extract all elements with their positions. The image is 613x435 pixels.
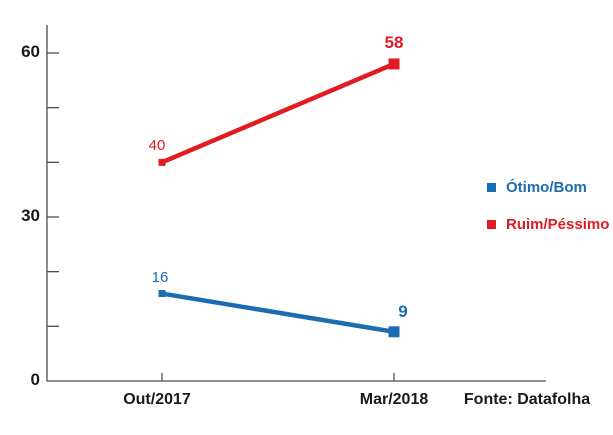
y-axis-tick-label-60: 60 <box>21 42 40 61</box>
legend-label-otimo-bom: Ótimo/Bom <box>506 178 587 196</box>
data-point-marker <box>158 290 166 298</box>
legend-label-ruim-pessimo: Ruim/Péssimo <box>506 215 610 233</box>
x-axis-label-mar2018: Mar/2018 <box>359 391 429 408</box>
data-point-marker <box>388 326 400 338</box>
legend-swatch-ruim-pessimo-icon <box>487 219 496 229</box>
legend: Ótimo/Bom Ruim/Péssimo <box>487 178 610 255</box>
source-label: Fonte: Datafolha <box>463 391 591 408</box>
series-line-1 <box>161 61 395 165</box>
legend-item-ruim-pessimo: Ruim/Péssimo <box>487 215 610 233</box>
value-label-otimo-out: 16 <box>151 268 169 286</box>
legend-item-otimo-bom: Ótimo/Bom <box>487 178 609 196</box>
y-axis-tick-label-30: 30 <box>21 206 40 225</box>
legend-swatch-otimo-bom-icon <box>487 182 496 192</box>
value-label-ruim-mar: 58 <box>384 32 404 52</box>
data-point-marker <box>388 58 400 70</box>
value-label-ruim-out: 40 <box>148 137 166 155</box>
data-point-marker <box>158 158 166 166</box>
value-label-otimo-mar: 9 <box>398 301 408 321</box>
x-axis-label-out2017: Out/2017 <box>123 391 191 408</box>
series-line-0 <box>161 291 395 335</box>
y-axis-tick-label-0: 0 <box>30 370 40 389</box>
axes-lines <box>46 25 546 382</box>
